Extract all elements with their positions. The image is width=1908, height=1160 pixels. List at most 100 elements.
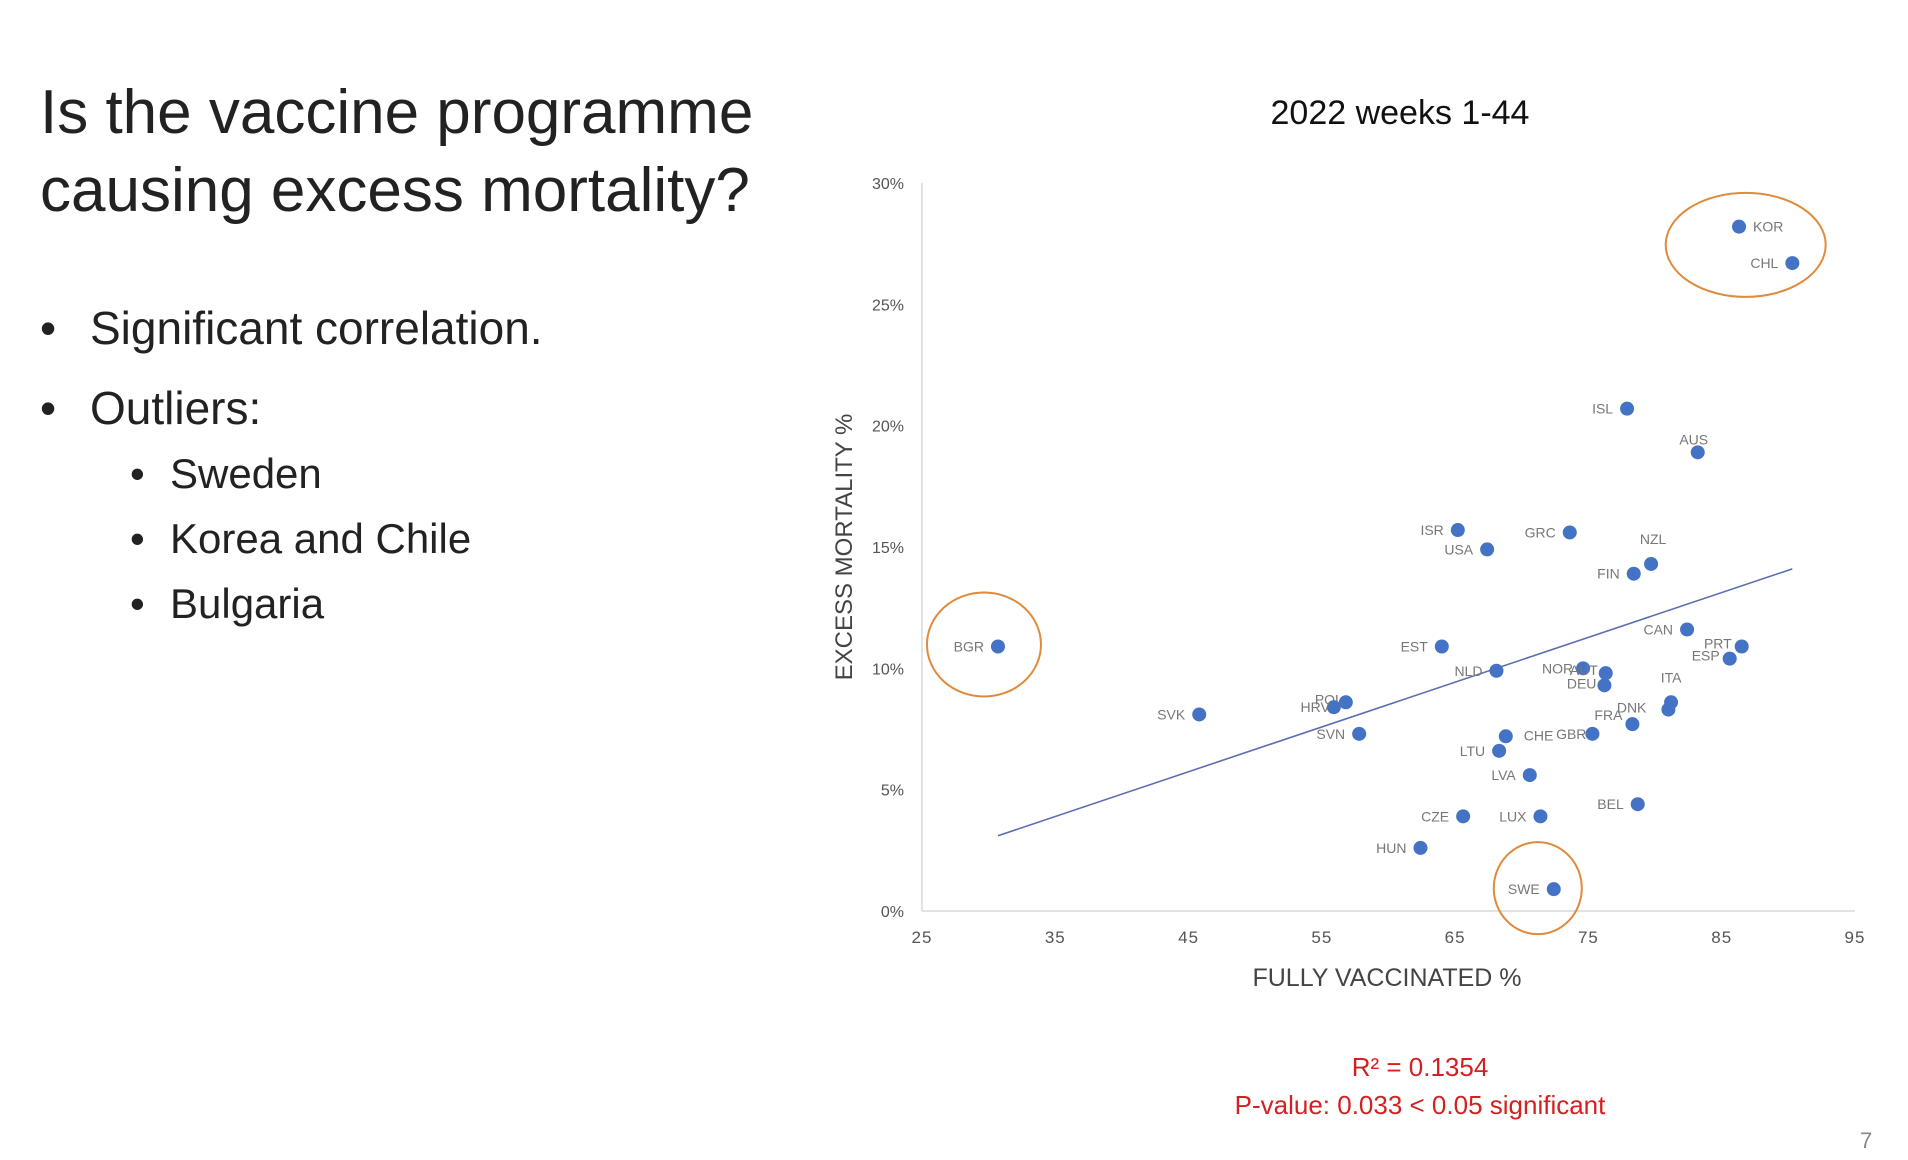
x-tick-label: 35 <box>1045 928 1066 947</box>
data-point-isr <box>1450 523 1465 538</box>
x-axis-label: FULLY VACCINATED % <box>1252 964 1521 992</box>
point-label-deu: DEU <box>1567 675 1597 691</box>
x-tick-label: 55 <box>1311 928 1332 947</box>
data-point-aut <box>1598 666 1613 681</box>
point-label-svn: SVN <box>1316 726 1345 742</box>
point-label-hun: HUN <box>1376 840 1406 856</box>
chart-title: 2022 weeks 1-44 <box>1271 94 1530 132</box>
x-tick-label: 85 <box>1711 928 1732 947</box>
point-label-ltu: LTU <box>1460 743 1485 759</box>
data-point-nld <box>1489 663 1504 678</box>
data-point-cze <box>1456 809 1471 824</box>
outlier-korea-chile: Korea and Chile <box>90 513 543 565</box>
page-number: 7 <box>1860 1128 1873 1153</box>
point-label-cze: CZE <box>1421 808 1449 824</box>
data-point-aus <box>1690 445 1705 460</box>
point-label-esp: ESP <box>1692 648 1720 664</box>
data-point-dnk <box>1661 702 1676 717</box>
data-point-bgr <box>990 639 1005 654</box>
data-point-pol <box>1338 695 1353 710</box>
trendline <box>997 568 1793 837</box>
data-point-isl <box>1620 401 1635 416</box>
x-tick-label: 25 <box>912 928 933 947</box>
y-tick-label: 15% <box>872 540 904 557</box>
outlier-circle-kor-chl <box>1664 191 1827 298</box>
point-label-fra: FRA <box>1594 707 1623 723</box>
point-label-usa: USA <box>1444 541 1473 557</box>
point-label-bel: BEL <box>1597 796 1624 812</box>
point-label-chl: CHL <box>1750 255 1778 271</box>
bullet-list: Significant correlation. Outliers: Swede… <box>40 300 543 654</box>
x-tick-label: 95 <box>1845 928 1866 947</box>
point-label-can: CAN <box>1643 622 1673 638</box>
data-point-chl <box>1785 256 1800 271</box>
data-point-kor <box>1732 219 1747 234</box>
point-label-nor: NOR <box>1542 660 1573 676</box>
data-point-lux <box>1533 809 1548 824</box>
x-tick-label: 45 <box>1178 928 1199 947</box>
data-point-svk <box>1192 707 1207 722</box>
bullet-outliers: Outliers: Sweden Korea and Chile Bulgari… <box>40 380 543 630</box>
outlier-circle-bgr <box>925 591 1042 698</box>
regression-stats: R² = 0.1354 P-value: 0.033 < 0.05 signif… <box>1100 1048 1740 1124</box>
x-tick-label: 65 <box>1445 928 1466 947</box>
data-point-usa <box>1480 542 1495 557</box>
point-label-bgr: BGR <box>954 638 984 654</box>
data-point-fra <box>1625 717 1640 732</box>
y-axis-label: EXCESS MORTALITY % <box>831 414 858 681</box>
point-label-isr: ISR <box>1420 522 1443 538</box>
data-point-fin <box>1626 566 1641 581</box>
bullet-significant-correlation: Significant correlation. <box>40 300 543 356</box>
point-label-che: CHE <box>1524 727 1554 743</box>
trendline-group <box>997 568 1793 837</box>
p-value-text: P-value: 0.033 < 0.05 significant <box>1234 1090 1606 1120</box>
outlier-circles <box>925 191 1827 936</box>
bullet-outliers-label: Outliers: <box>90 382 262 434</box>
point-label-svk: SVK <box>1157 706 1186 722</box>
data-point-swe <box>1546 882 1561 897</box>
data-point-hun <box>1413 840 1428 855</box>
point-label-nzl: NZL <box>1640 531 1667 547</box>
outlier-bulgaria: Bulgaria <box>90 578 543 630</box>
point-label-kor: KOR <box>1753 219 1783 235</box>
data-point-svn <box>1352 726 1367 741</box>
data-point-bel <box>1630 797 1645 812</box>
data-point-gbr <box>1585 726 1600 741</box>
data-point-che <box>1498 729 1513 744</box>
point-label-prt: PRT <box>1704 635 1732 651</box>
point-label-grc: GRC <box>1525 524 1556 540</box>
y-tick-label: 30% <box>872 176 904 193</box>
point-label-ita: ITA <box>1661 669 1682 685</box>
outlier-circle-swe <box>1492 841 1583 936</box>
y-tick-label: 0% <box>881 904 904 921</box>
data-point-est <box>1434 639 1449 654</box>
data-point-grc <box>1562 525 1577 540</box>
y-tick-label: 25% <box>872 297 904 314</box>
point-label-dnk: DNK <box>1617 700 1647 716</box>
data-point-hrv <box>1326 700 1341 715</box>
point-label-isl: ISL <box>1592 401 1613 417</box>
y-tick-label: 10% <box>872 661 904 678</box>
point-label-aut: AUT <box>1570 662 1598 678</box>
point-label-gbr: GBR <box>1556 726 1586 742</box>
point-label-est: EST <box>1401 638 1429 654</box>
data-point-nor <box>1576 661 1591 676</box>
data-point-lva <box>1522 768 1537 783</box>
point-label-nld: NLD <box>1454 663 1482 679</box>
x-tick-label: 75 <box>1578 928 1599 947</box>
axes: 25 35 45 55 65 75 85 95 0% 5% 10% 15% 20% 25% 30% <box>872 176 1866 947</box>
outlier-sweden: Sweden <box>90 448 543 500</box>
r-squared-text: R² = 0.1354 <box>1351 1052 1489 1082</box>
data-point-prt <box>1734 639 1749 654</box>
slide-title: Is the vaccine programme causing excess … <box>40 78 754 225</box>
data-point-deu <box>1597 678 1612 693</box>
point-label-swe: SWE <box>1508 881 1540 897</box>
data-point-ltu <box>1492 743 1507 758</box>
outlier-list: Sweden Korea and Chile Bulgaria <box>90 448 543 630</box>
point-label-aus: AUS <box>1679 431 1708 447</box>
data-point-nzl <box>1644 556 1659 571</box>
y-tick-label: 5% <box>881 783 904 800</box>
data-point-can <box>1680 622 1695 637</box>
